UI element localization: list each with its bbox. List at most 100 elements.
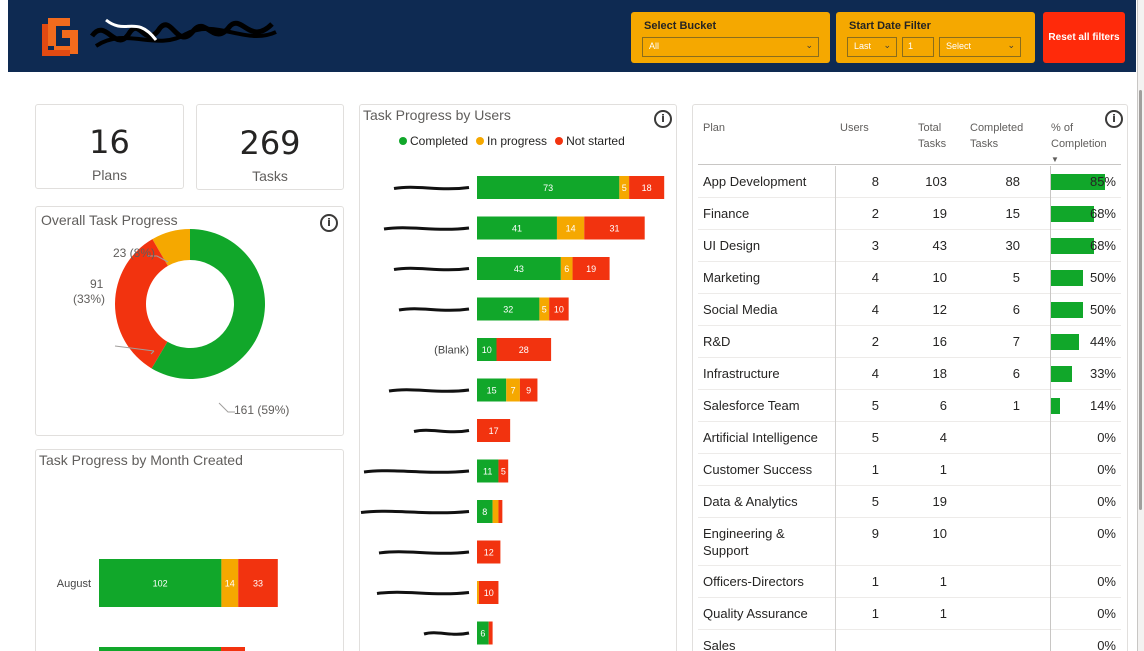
date-count-input[interactable]: 1 [902,37,934,57]
kpi-plans-value: 16 [89,123,130,161]
bar-data-label: 28 [519,345,529,355]
cell-users: 8 [871,174,879,189]
bar-segment-not-started[interactable] [584,216,645,240]
bar-data-label: 6 [480,629,485,639]
redaction-mark [393,185,470,191]
bar-segment-not-started[interactable] [519,378,538,402]
cell-users: 4 [871,270,879,285]
user-progress-chart: 73 5 18 41 14 31 43 6 19 32 5 10 10 28 (Blank) 15 7 9 17 11… [360,176,665,645]
cell-plan: R&D [703,334,731,349]
cell-total-tasks: 6 [939,398,947,413]
bar-data-label: 6 [564,264,569,274]
bar-segment-not-started[interactable] [498,500,503,523]
donut-slice-not-started[interactable] [114,239,168,369]
column-divider [1050,294,1051,326]
table-row[interactable]: Salesforce Team 5 6 1 14% [698,390,1121,422]
bar-segment-completed[interactable] [99,559,222,607]
reset-filters-button[interactable]: Reset all filters [1043,12,1125,63]
bar-segment-not-started[interactable] [477,540,501,564]
cell-users: 1 [871,462,879,477]
bar-segment-in-progress[interactable] [560,257,573,280]
table-row[interactable]: Customer Success 1 1 0% [698,454,1121,486]
bar-segment-not-started[interactable] [498,459,509,483]
scrollbar-thumb[interactable] [1139,90,1142,510]
info-icon[interactable]: i [1105,110,1123,128]
col-header-users[interactable]: Users [840,122,869,134]
table-row[interactable]: Quality Assurance 1 1 0% [698,598,1121,630]
cell-total-tasks: 12 [932,302,947,317]
info-icon[interactable]: i [320,214,338,232]
category-label: August [57,578,91,590]
cell-total-tasks: 19 [932,494,947,509]
cell-plan: Salesforce Team [703,398,800,413]
date-period-value: Last [854,41,872,51]
bar-segment-completed[interactable] [477,338,497,361]
table-row[interactable]: Finance 2 19 15 68% [698,198,1121,230]
table-row[interactable]: Officers-Directors 1 1 0% [698,566,1121,598]
bucket-dropdown[interactable]: All ⌄ [642,37,819,57]
column-divider [835,598,836,630]
donut-slice-completed[interactable] [151,229,265,379]
col-header-plan[interactable]: Plan [703,122,726,134]
col-header-pct-line1: % of [1051,122,1074,134]
donut-slice-in-progress[interactable] [152,229,190,266]
cell-total-tasks: 1 [939,606,947,621]
bar-segment-completed[interactable] [477,257,561,280]
table-row[interactable]: Artificial Intelligence 5 4 0% [698,422,1121,454]
table-row[interactable]: UI Design 3 43 30 68% [698,230,1121,262]
bar-segment-in-progress[interactable] [477,581,479,604]
date-unit-dropdown[interactable]: Select ⌄ [939,37,1021,57]
bar-segment-completed[interactable] [477,176,620,199]
table-row[interactable]: Infrastructure 4 18 6 33% [698,358,1121,390]
bar-segment-not-started[interactable] [629,176,665,199]
date-filter: Start Date Filter Last ⌄ 1 Select ⌄ [836,12,1035,63]
kpi-tasks-value: 269 [239,124,301,162]
table-row[interactable]: Marketing 4 10 5 50% [698,262,1121,294]
bar-segment-not-started[interactable] [477,419,511,442]
column-divider [1050,518,1051,566]
redaction-mark [383,226,470,231]
col-header-completed-tasks[interactable]: Completed Tasks [970,120,1023,152]
bar-segment-in-progress[interactable] [492,500,499,523]
bar-segment-not-started[interactable] [478,581,499,604]
table-row[interactable]: Sales 0% [698,630,1121,651]
cell-completed-tasks: 7 [1012,334,1020,349]
bar-segment-not-started[interactable] [572,257,610,280]
cell-users: 2 [871,206,879,221]
bar-segment-completed[interactable] [477,297,540,321]
bar-segment-not-started[interactable] [221,647,245,651]
bar-segment-in-progress[interactable] [221,559,239,607]
table-row[interactable]: App Development 8 103 88 85% [698,166,1121,198]
cell-users: 9 [871,526,879,541]
cell-completed-tasks: 6 [1012,366,1020,381]
bar-segment-in-progress[interactable] [506,378,520,402]
table-row[interactable]: Social Media 4 12 6 50% [698,294,1121,326]
date-period-dropdown[interactable]: Last ⌄ [847,37,897,57]
bar-segment-completed[interactable] [99,647,221,651]
table-row[interactable]: R&D 2 16 7 44% [698,326,1121,358]
table-row[interactable]: Data & Analytics 5 19 0% [698,486,1121,518]
bar-segment-completed[interactable] [477,459,499,483]
bar-segment-completed[interactable] [477,621,489,645]
chevron-down-icon: ⌄ [805,40,813,50]
bar-segment-completed[interactable] [477,500,493,523]
bar-segment-in-progress[interactable] [539,297,550,321]
info-icon[interactable]: i [654,110,672,128]
bar-segment-in-progress[interactable] [556,216,585,240]
bar-data-label: 19 [586,264,596,274]
table-row[interactable]: Engineering & Support 9 10 0% [698,518,1121,566]
bar-segment-not-started[interactable] [238,559,278,607]
cell-plan: Artificial Intelligence [703,430,818,445]
bar-segment-not-started[interactable] [496,338,552,361]
bar-segment-completed[interactable] [477,216,557,240]
col-header-pct-completion[interactable]: % of Completion ▼ [1051,120,1107,168]
legend-dot [476,137,485,145]
cell-pct-completion: 0% [1097,430,1116,445]
bar-segment-not-started[interactable] [549,297,569,321]
bar-segment-in-progress[interactable] [619,176,630,199]
bar-segment-not-started[interactable] [488,621,493,645]
bar-segment-completed[interactable] [477,378,507,402]
col-header-total-tasks[interactable]: Total Tasks [918,120,946,152]
cell-total-tasks: 4 [939,430,947,445]
col-header-completed-line1: Completed [970,122,1024,134]
